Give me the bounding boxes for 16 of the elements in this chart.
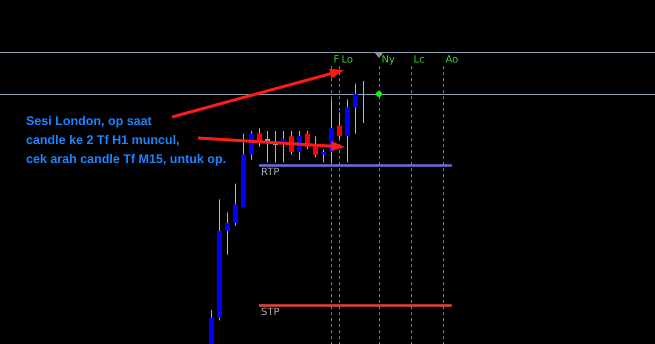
- text: F: [334, 54, 340, 66]
- text: Lo: [342, 54, 354, 66]
- ref-line-label: RTP: [261, 167, 280, 178]
- ref-line-label: STP: [261, 307, 280, 318]
- candlestick: [313, 136, 318, 158]
- text: Ny: [382, 54, 395, 66]
- candlestick: [233, 183, 238, 226]
- candlestick: [281, 130, 286, 164]
- candlestick: [321, 148, 326, 164]
- candlestick: [337, 112, 342, 140]
- candlestick: [353, 83, 358, 134]
- text: Ao: [446, 54, 458, 66]
- text: Lc: [414, 54, 425, 66]
- candlestick: [225, 212, 230, 256]
- candlestick: [361, 80, 366, 124]
- annotation: Sesi London, op saat candle ke 2 Tf H1 muncul, cek arah candle Tf M15, untuk op.: [26, 113, 226, 168]
